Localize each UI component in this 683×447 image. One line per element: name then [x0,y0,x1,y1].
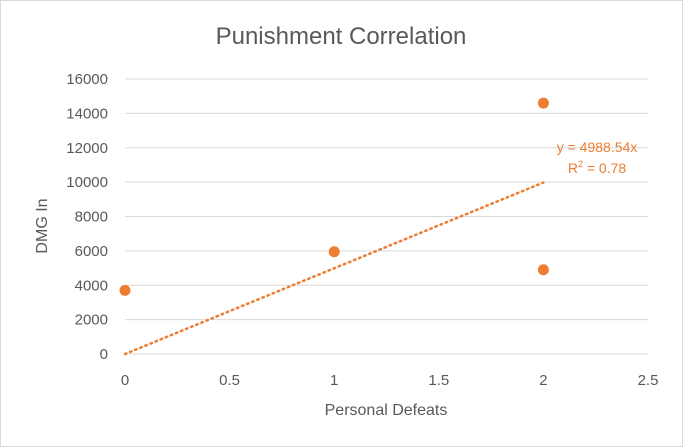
y-tick-label: 12000 [66,140,108,157]
y-tick-label: 16000 [66,71,108,88]
x-axis-title: Personal Defeats [325,402,448,419]
y-tick-label: 8000 [75,209,108,226]
data-point [119,284,131,296]
x-tick-label: 2.5 [638,372,659,389]
x-tick-label: 1 [330,372,338,389]
data-point [328,246,340,258]
chart-title: Punishment Correlation [216,23,467,50]
trendline [123,181,545,356]
y-tick-label: 14000 [66,105,108,122]
y-tick-label: 6000 [75,243,108,260]
x-tick-label: 2 [539,372,547,389]
gridlines [125,78,648,355]
y-tick-label: 4000 [75,277,108,294]
x-tick-label: 0 [121,372,129,389]
r-squared-exponent: 2 [578,159,583,169]
trendline-equation: y = 4988.54x [557,139,638,155]
data-point [537,264,549,276]
y-tick-label: 2000 [75,312,108,329]
trendline-r-squared: R2 = 0.78 [568,159,627,176]
y-axis-title: DMG In [34,198,51,253]
x-tick-label: 0.5 [219,372,240,389]
r-squared-value: = 0.78 [583,160,626,176]
x-axis-tick-labels: 0 0.5 1 1.5 2 2.5 [121,372,659,389]
x-tick-label: 1.5 [428,372,449,389]
y-tick-label: 10000 [66,174,108,191]
y-axis-tick-labels: 0 2000 4000 6000 8000 10000 12000 14000 16000 [66,71,108,363]
data-point [537,97,549,109]
r-squared-prefix: R [568,160,578,176]
y-tick-label: 0 [100,346,108,363]
data-points [119,97,549,296]
